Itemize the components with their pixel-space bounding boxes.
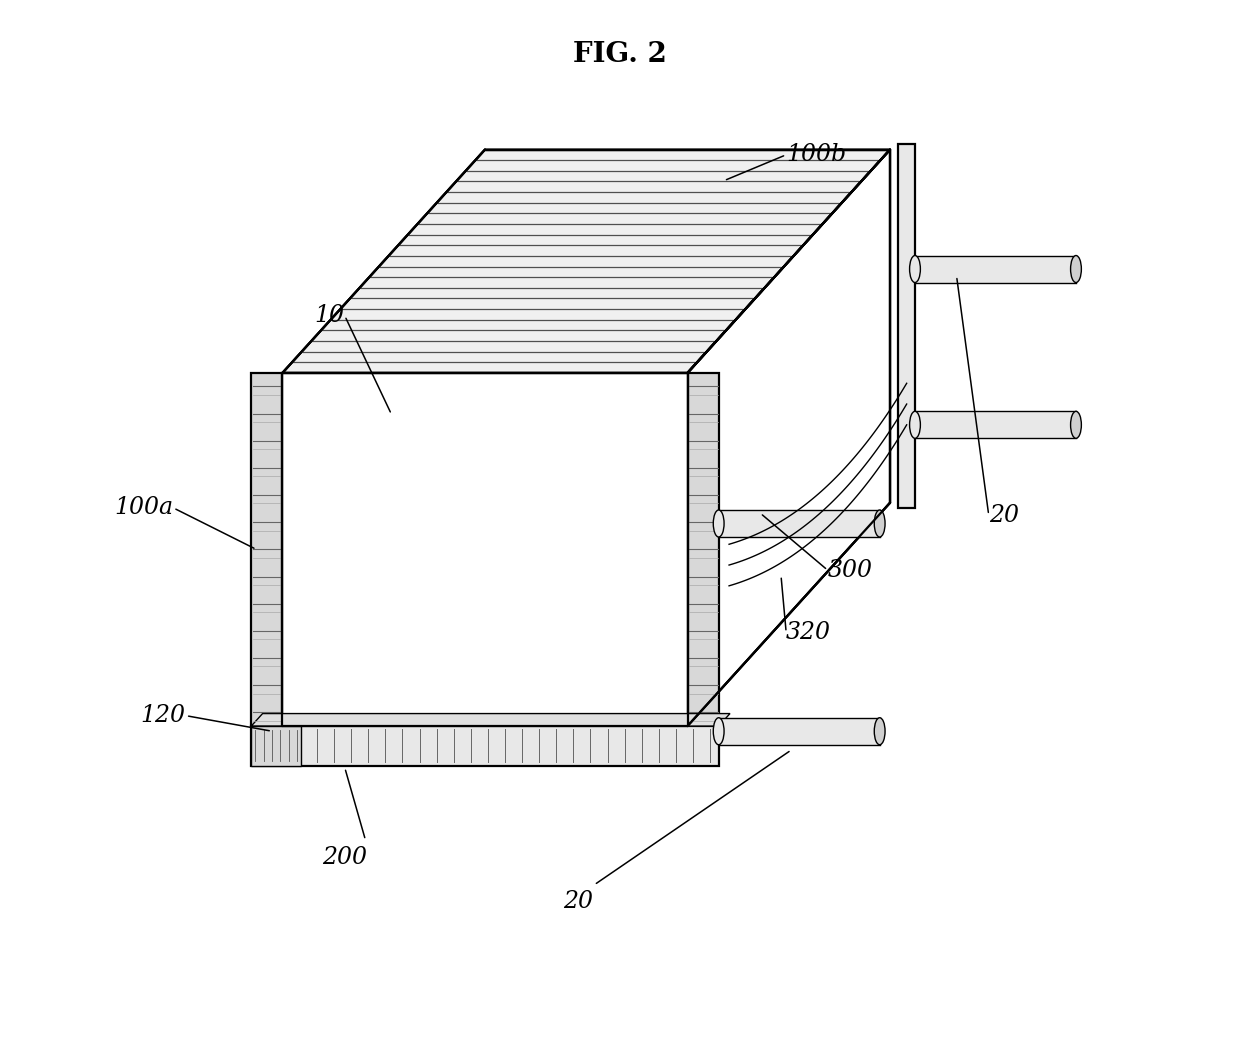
Text: 300: 300 <box>828 559 873 582</box>
Text: FIG. 2: FIG. 2 <box>573 41 667 67</box>
Text: 100a: 100a <box>114 496 174 519</box>
Ellipse shape <box>713 510 724 537</box>
Ellipse shape <box>874 718 885 744</box>
Text: 320: 320 <box>786 621 831 644</box>
Ellipse shape <box>910 411 920 439</box>
Polygon shape <box>687 373 719 726</box>
Ellipse shape <box>713 718 724 744</box>
Polygon shape <box>283 150 890 373</box>
Ellipse shape <box>874 510 885 537</box>
Ellipse shape <box>1070 411 1081 439</box>
Polygon shape <box>283 373 687 726</box>
Polygon shape <box>252 373 283 726</box>
Text: 20: 20 <box>563 890 594 913</box>
Text: 10: 10 <box>315 305 345 328</box>
Polygon shape <box>687 150 890 726</box>
Text: 200: 200 <box>322 846 367 869</box>
Text: 100b: 100b <box>786 143 847 166</box>
Polygon shape <box>252 714 730 726</box>
Polygon shape <box>252 726 719 765</box>
Polygon shape <box>719 718 879 744</box>
Text: 120: 120 <box>141 705 186 728</box>
Text: 20: 20 <box>988 504 1019 527</box>
Ellipse shape <box>910 255 920 283</box>
Polygon shape <box>915 411 1076 439</box>
Polygon shape <box>252 726 301 765</box>
Polygon shape <box>898 144 915 508</box>
Polygon shape <box>915 255 1076 283</box>
Ellipse shape <box>1070 255 1081 283</box>
Polygon shape <box>719 510 879 537</box>
